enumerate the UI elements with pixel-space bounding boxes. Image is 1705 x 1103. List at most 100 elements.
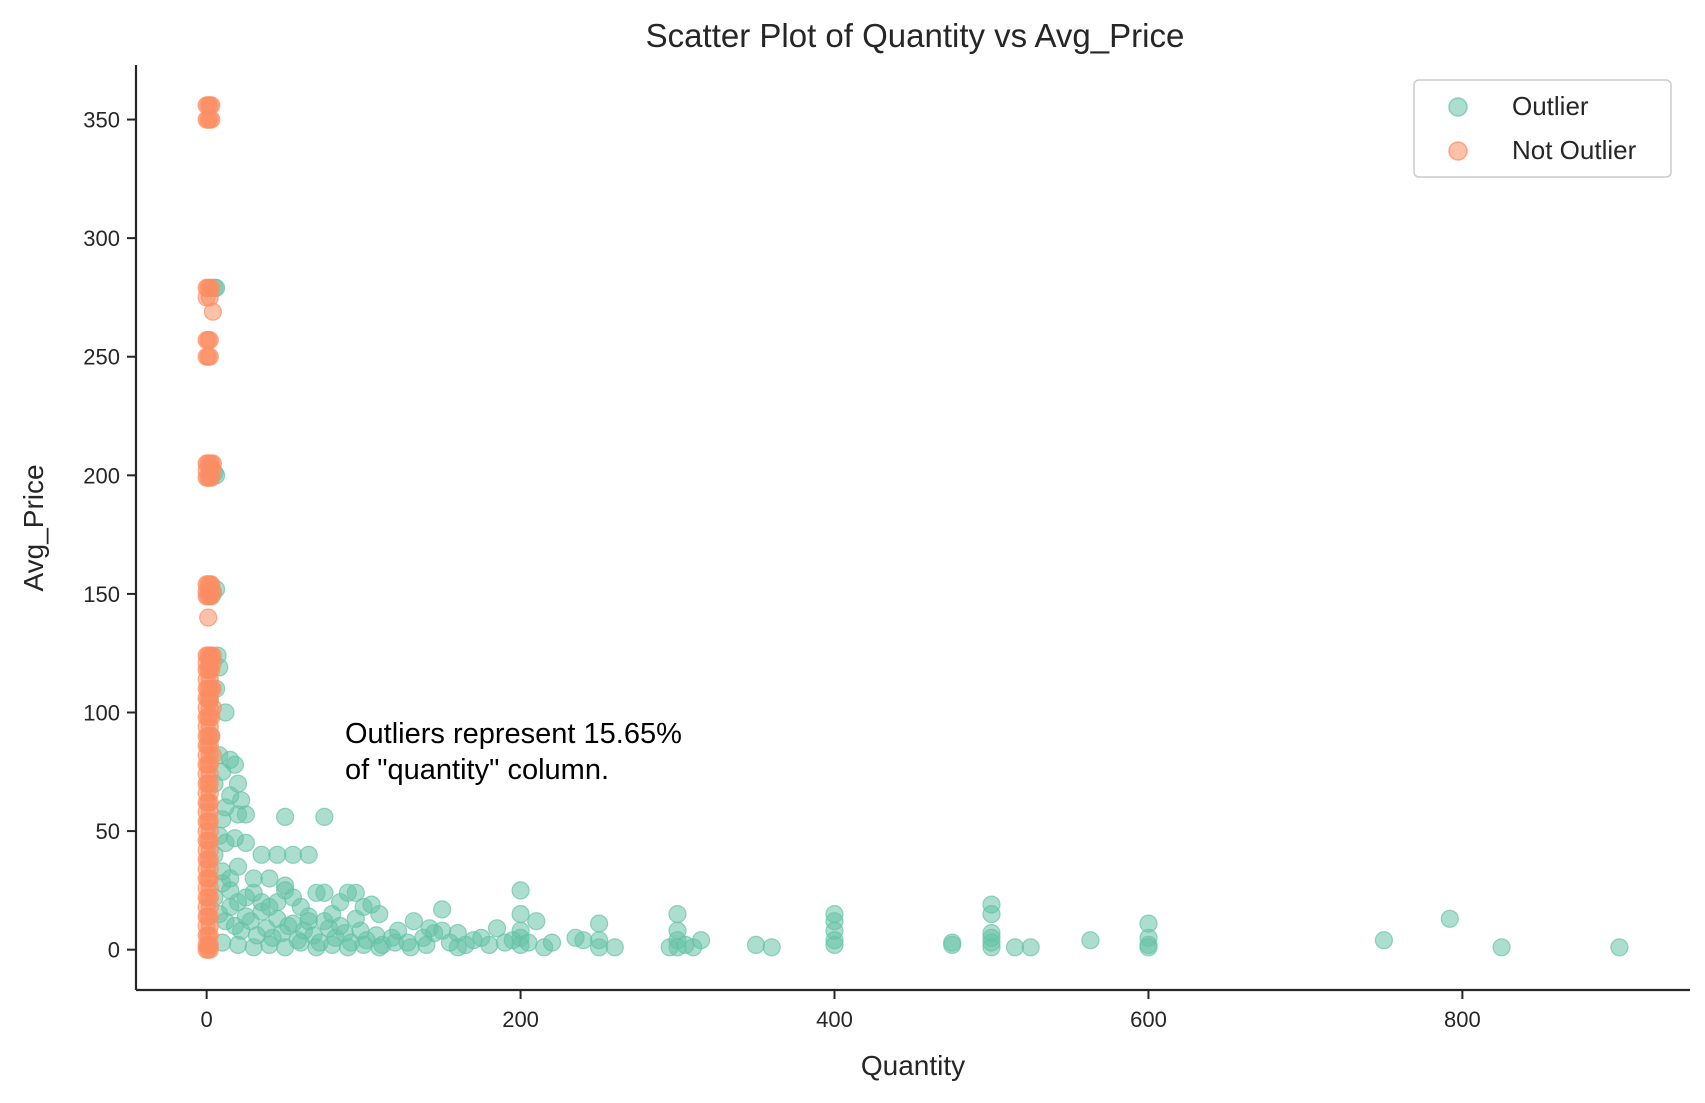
outlier-point xyxy=(404,912,423,931)
chart-title: Scatter Plot of Quantity vs Avg_Price xyxy=(646,17,1185,54)
legend-label-outlier: Outlier xyxy=(1512,91,1589,121)
outlier-point xyxy=(668,904,687,924)
outlier-point xyxy=(323,935,342,955)
outlier-point xyxy=(511,904,530,924)
outlier-point xyxy=(589,938,609,957)
outlier-point xyxy=(228,935,248,955)
outlier-point xyxy=(448,938,467,957)
outlier-point xyxy=(417,935,436,955)
annotation-line-1: Outliers represent 15.65% xyxy=(345,718,682,750)
legend-marker-not-outlier xyxy=(1448,141,1468,161)
outlier-point xyxy=(519,933,538,952)
outlier-point xyxy=(574,931,593,950)
annotation-line-2: of "quantity" column. xyxy=(345,754,609,786)
x-tick-label: 600 xyxy=(1130,1007,1167,1032)
outlier-point xyxy=(315,883,334,902)
outlier-point xyxy=(385,933,405,952)
outlier-point xyxy=(236,805,255,824)
not-outlier-point xyxy=(202,587,221,606)
outlier-point xyxy=(943,935,962,955)
legend-marker-outlier xyxy=(1448,97,1468,117)
y-axis-label: Avg_Price xyxy=(18,464,49,591)
outlier-point xyxy=(346,883,365,902)
outlier-point xyxy=(252,845,271,864)
outlier-point xyxy=(244,938,263,957)
y-tick-label: 300 xyxy=(83,226,120,251)
outlier-point xyxy=(762,938,781,957)
y-tick-label: 150 xyxy=(83,582,120,607)
outlier-point xyxy=(1021,938,1040,957)
not-outlier-point xyxy=(200,347,219,366)
not-outlier-point xyxy=(200,331,219,350)
y-tick-label: 350 xyxy=(83,108,120,133)
not-outlier-point xyxy=(200,940,219,959)
outlier-point xyxy=(236,833,255,853)
y-tick-label: 0 xyxy=(108,938,120,963)
not-outlier-point xyxy=(202,468,221,487)
outlier-point xyxy=(221,786,240,805)
x-axis-ticks: 0 200 400 600 800 xyxy=(201,990,1481,1032)
outlier-point xyxy=(401,938,420,957)
outlier-point xyxy=(260,935,279,955)
outlier-point xyxy=(346,909,365,928)
outlier-point xyxy=(589,914,609,933)
outlier-point xyxy=(283,888,303,907)
outlier-point xyxy=(433,900,452,919)
outlier-point xyxy=(825,935,844,955)
not-outlier-series xyxy=(197,96,222,959)
outlier-point xyxy=(370,904,389,924)
outlier-point xyxy=(299,845,318,864)
y-tick-label: 50 xyxy=(96,819,120,844)
outlier-point xyxy=(1440,909,1459,928)
outlier-point xyxy=(1139,938,1158,957)
x-axis-label: Quantity xyxy=(861,1050,965,1081)
legend: Outlier Not Outlier xyxy=(1413,79,1672,178)
outlier-point xyxy=(746,935,766,955)
outlier-point xyxy=(480,935,499,955)
outlier-series xyxy=(200,278,1629,957)
outlier-point xyxy=(1005,938,1025,957)
x-tick-label: 0 xyxy=(201,1007,213,1032)
outlier-point xyxy=(1081,931,1100,950)
outlier-point xyxy=(276,807,295,827)
outlier-point xyxy=(1492,938,1511,957)
outlier-point xyxy=(511,881,530,900)
outlier-point xyxy=(982,938,1001,957)
outlier-point xyxy=(283,914,303,933)
outlier-point xyxy=(260,897,279,917)
outlier-point xyxy=(276,938,295,957)
x-tick-label: 800 xyxy=(1444,1007,1481,1032)
outlier-point xyxy=(307,938,326,957)
outlier-point xyxy=(291,933,310,952)
outlier-point xyxy=(527,912,546,931)
outlier-point xyxy=(982,904,1001,924)
outlier-point xyxy=(315,807,334,827)
outlier-point xyxy=(268,845,287,864)
outlier-point xyxy=(315,912,334,931)
x-tick-label: 200 xyxy=(502,1007,539,1032)
outlier-point xyxy=(487,919,507,938)
outlier-point xyxy=(691,931,711,950)
outlier-point xyxy=(1610,938,1629,957)
legend-label-not-outlier: Not Outlier xyxy=(1512,135,1637,165)
x-tick-label: 400 xyxy=(816,1007,853,1032)
outlier-point xyxy=(299,912,318,931)
outlier-point xyxy=(244,883,263,902)
outlier-point xyxy=(370,938,389,957)
outlier-point xyxy=(338,938,357,957)
outlier-point xyxy=(260,869,279,888)
outlier-point xyxy=(605,938,624,957)
outlier-point xyxy=(283,845,303,864)
y-tick-label: 100 xyxy=(83,701,120,726)
outlier-point xyxy=(354,935,373,955)
outlier-point xyxy=(228,893,248,912)
not-outlier-point xyxy=(202,110,221,129)
not-outlier-point xyxy=(203,302,222,321)
y-axis-ticks: 0 50 100 150 200 250 300 350 xyxy=(83,108,136,963)
outlier-point xyxy=(542,933,562,952)
legend-frame xyxy=(1413,79,1672,178)
outlier-point xyxy=(331,916,350,936)
y-tick-label: 250 xyxy=(83,345,120,370)
outlier-point xyxy=(221,869,240,888)
